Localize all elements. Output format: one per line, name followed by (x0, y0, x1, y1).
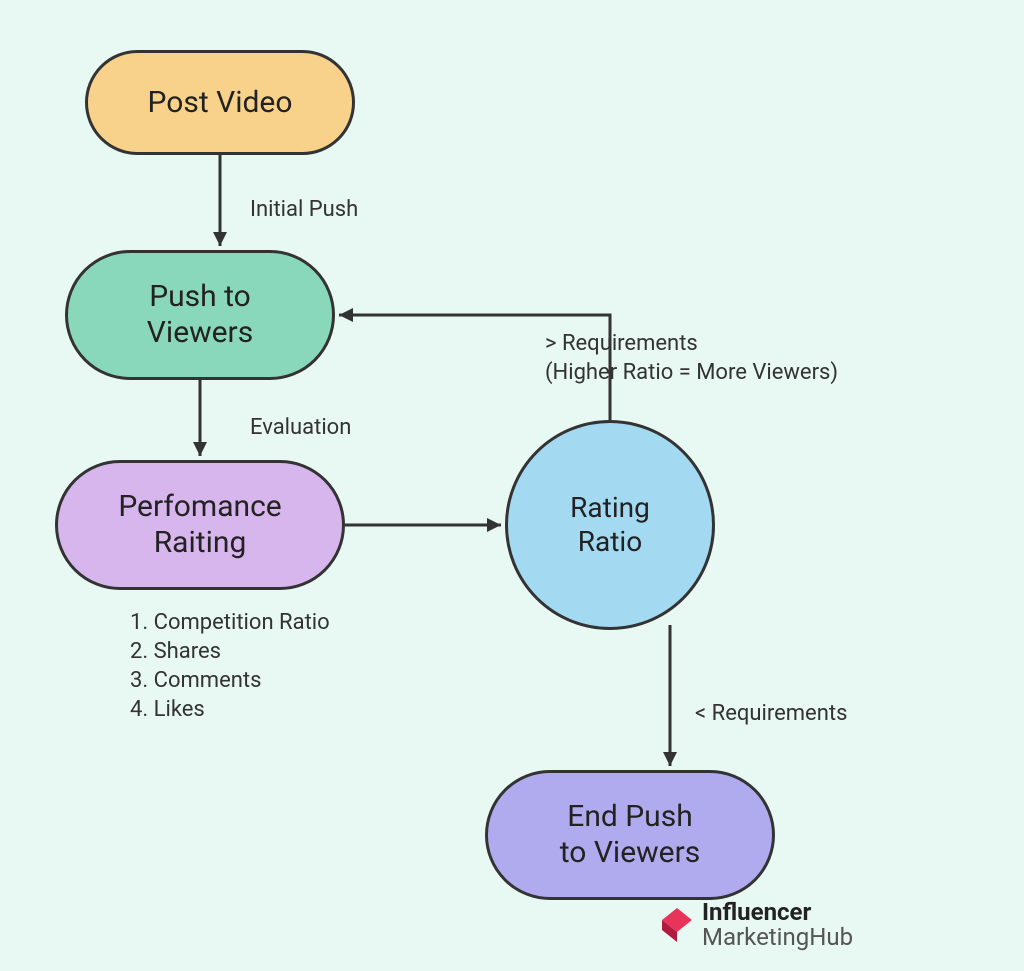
brand-logo-light: MarketingHub (702, 923, 853, 951)
node-rating-ratio: Rating Ratio (505, 420, 715, 630)
node-push-viewers: Push to Viewers (65, 250, 335, 380)
metrics-list-item: 2. Shares (130, 639, 330, 664)
metrics-list-item: 1. Competition Ratio (130, 610, 330, 635)
node-end-push: End Push to Viewers (485, 770, 775, 900)
brand-logo: Influencer MarketingHub (660, 900, 853, 950)
metrics-list: 1. Competition Ratio 2. Shares 3. Comments… (130, 610, 330, 726)
brand-logo-bold: Influencer (702, 898, 811, 926)
edge-label-evaluation: Evaluation (250, 414, 351, 443)
edge-label-requirements-high: > Requirements (Higher Ratio = More View… (545, 330, 838, 387)
metrics-list-item: 4. Likes (130, 697, 330, 722)
metrics-list-item: 3. Comments (130, 668, 330, 693)
edge-label-initial-push: Initial Push (250, 196, 358, 225)
edge-label-requirements-low: < Requirements (695, 700, 847, 729)
node-post-video: Post Video (85, 50, 355, 155)
node-performance-rating: Perfomance Raiting (55, 460, 345, 590)
brand-logo-icon (660, 906, 694, 944)
